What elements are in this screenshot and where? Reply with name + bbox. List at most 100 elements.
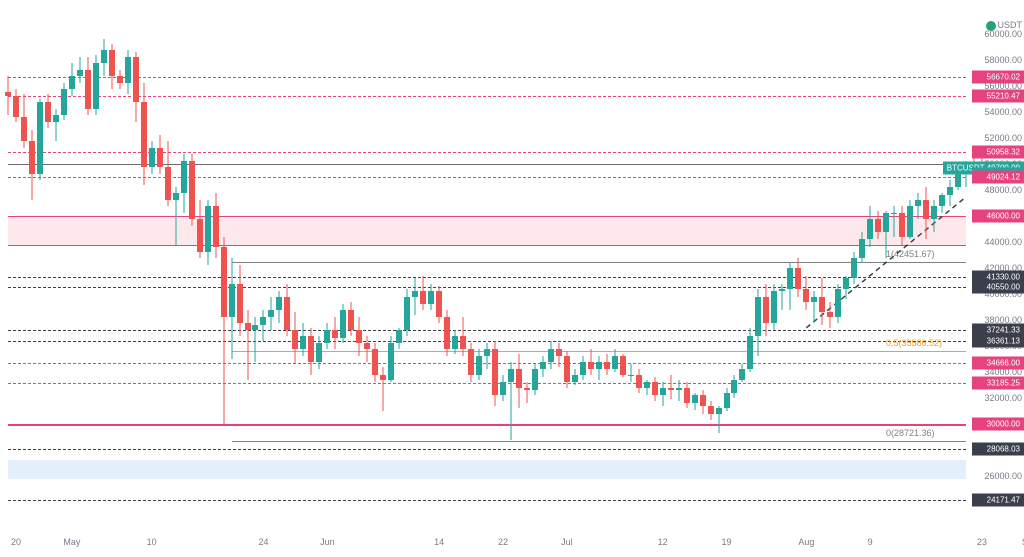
candle[interactable] xyxy=(700,390,706,413)
candle[interactable] xyxy=(859,232,865,263)
candle[interactable] xyxy=(348,302,354,336)
candle[interactable] xyxy=(492,341,498,406)
candle[interactable] xyxy=(516,354,522,409)
candle[interactable] xyxy=(668,375,674,400)
candle[interactable] xyxy=(396,328,402,349)
candle[interactable] xyxy=(508,362,514,440)
candle[interactable] xyxy=(69,63,75,97)
candle[interactable] xyxy=(636,369,642,392)
candle[interactable] xyxy=(819,278,825,325)
candle[interactable] xyxy=(133,52,139,122)
candle[interactable] xyxy=(476,349,482,380)
candle[interactable] xyxy=(388,336,394,383)
candle[interactable] xyxy=(149,141,155,175)
candle[interactable] xyxy=(292,312,298,364)
candle[interactable] xyxy=(923,187,929,239)
candle[interactable] xyxy=(708,401,714,421)
candle[interactable] xyxy=(827,302,833,328)
candle[interactable] xyxy=(245,310,251,380)
candle[interactable] xyxy=(755,289,761,357)
candle[interactable] xyxy=(731,375,737,398)
candle[interactable] xyxy=(197,200,203,257)
candle[interactable] xyxy=(404,289,410,336)
candle[interactable] xyxy=(21,94,27,149)
candle[interactable] xyxy=(173,187,179,244)
candle[interactable] xyxy=(181,154,187,214)
candle[interactable] xyxy=(252,317,258,361)
candle[interactable] xyxy=(692,393,698,410)
candle[interactable] xyxy=(771,284,777,331)
candle[interactable] xyxy=(189,154,195,227)
candle[interactable] xyxy=(276,291,282,322)
candle[interactable] xyxy=(420,276,426,310)
candle[interactable] xyxy=(340,304,346,343)
candle[interactable] xyxy=(85,57,91,114)
candle[interactable] xyxy=(364,336,370,362)
candle[interactable] xyxy=(468,343,474,382)
candle[interactable] xyxy=(851,252,857,283)
candle[interactable] xyxy=(213,193,219,258)
candle[interactable] xyxy=(101,39,107,75)
candle[interactable] xyxy=(628,364,634,382)
candle[interactable] xyxy=(947,180,953,206)
candle[interactable] xyxy=(548,341,554,370)
candle[interactable] xyxy=(891,206,897,237)
candle[interactable] xyxy=(580,356,586,379)
candle[interactable] xyxy=(29,130,35,200)
candle[interactable] xyxy=(300,323,306,357)
candle[interactable] xyxy=(484,343,490,369)
candle[interactable] xyxy=(229,258,235,359)
candle[interactable] xyxy=(588,349,594,375)
candle[interactable] xyxy=(109,44,115,88)
candle[interactable] xyxy=(436,286,442,322)
candle[interactable] xyxy=(939,193,945,214)
candle[interactable] xyxy=(931,200,937,231)
candle[interactable] xyxy=(5,76,11,115)
candle[interactable] xyxy=(652,377,658,400)
candle[interactable] xyxy=(125,50,131,94)
candle[interactable] xyxy=(787,263,793,310)
candle[interactable] xyxy=(779,284,785,310)
candle[interactable] xyxy=(268,297,274,331)
candle[interactable] xyxy=(739,364,745,382)
candle[interactable] xyxy=(795,258,801,297)
candle[interactable] xyxy=(763,284,769,336)
candle[interactable] xyxy=(883,211,889,258)
candle[interactable] xyxy=(811,291,817,322)
candle[interactable] xyxy=(61,83,67,119)
candle[interactable] xyxy=(77,57,83,83)
candle[interactable] xyxy=(803,276,809,310)
candle[interactable] xyxy=(867,206,873,248)
candle[interactable] xyxy=(524,382,530,403)
candle[interactable] xyxy=(260,310,266,341)
candle[interactable] xyxy=(835,284,841,323)
candle[interactable] xyxy=(915,193,921,219)
candle[interactable] xyxy=(221,237,227,424)
candle[interactable] xyxy=(332,317,338,348)
candle[interactable] xyxy=(724,388,730,411)
candle[interactable] xyxy=(676,380,682,401)
candle[interactable] xyxy=(428,284,434,310)
candle[interactable] xyxy=(444,310,450,357)
candle[interactable] xyxy=(157,135,163,174)
candle[interactable] xyxy=(875,211,881,240)
candle[interactable] xyxy=(716,406,722,433)
candle[interactable] xyxy=(356,317,362,356)
candle[interactable] xyxy=(899,206,905,245)
candle[interactable] xyxy=(532,364,538,395)
candle[interactable] xyxy=(372,343,378,382)
candle[interactable] xyxy=(540,356,546,377)
candle[interactable] xyxy=(452,330,458,353)
candle[interactable] xyxy=(500,375,506,401)
candle[interactable] xyxy=(572,369,578,385)
candle[interactable] xyxy=(284,284,290,336)
candle[interactable] xyxy=(324,323,330,349)
candle[interactable] xyxy=(205,200,211,265)
candle[interactable] xyxy=(596,356,602,379)
candle[interactable] xyxy=(684,382,690,408)
candle[interactable] xyxy=(316,336,322,370)
candle[interactable] xyxy=(460,317,466,356)
candle[interactable] xyxy=(564,351,570,387)
candle[interactable] xyxy=(237,265,243,335)
candle[interactable] xyxy=(37,99,43,180)
